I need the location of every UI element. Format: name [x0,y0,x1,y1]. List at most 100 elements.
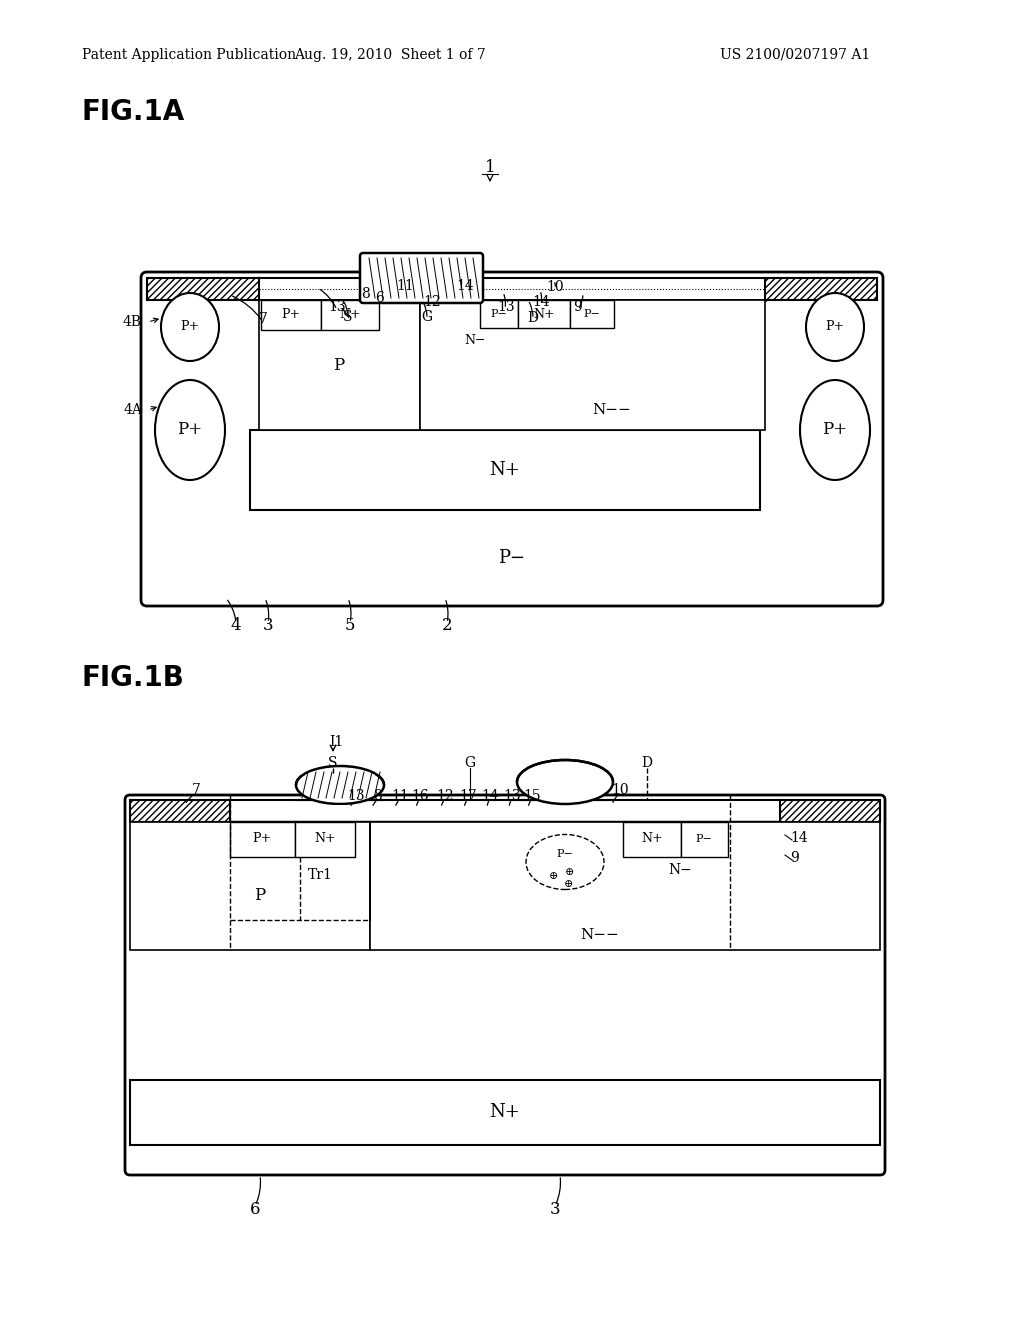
Text: 2: 2 [441,616,453,634]
Text: FIG.1B: FIG.1B [82,664,185,692]
Bar [321,300,379,330]
FancyBboxPatch shape [141,272,883,606]
Text: P: P [334,356,345,374]
Text: FIG.1A: FIG.1A [82,98,185,125]
FancyBboxPatch shape [360,253,483,304]
Text: P+: P+ [822,421,848,438]
Bar [259,300,420,430]
Text: S: S [329,756,338,770]
Text: P: P [254,887,265,903]
Text: 15: 15 [523,789,541,803]
Bar [261,300,321,330]
Ellipse shape [517,760,613,804]
Text: 3: 3 [550,1201,560,1218]
Bar [370,822,880,950]
Text: 13: 13 [328,300,346,314]
Text: 8: 8 [374,789,382,803]
Text: 9: 9 [790,851,799,865]
Text: G: G [465,756,475,770]
Bar [570,300,614,327]
Text: 11: 11 [396,279,414,293]
Text: 13: 13 [503,789,521,803]
Ellipse shape [161,293,219,360]
Text: P−: P− [557,849,573,859]
Text: N+: N+ [339,309,360,322]
Ellipse shape [526,834,604,890]
Text: 3: 3 [263,616,273,634]
Text: 4A: 4A [123,403,142,417]
Ellipse shape [800,380,870,480]
Text: P+: P+ [180,321,200,334]
Bar [518,300,570,327]
Text: P+: P+ [253,833,271,846]
Text: 14: 14 [532,294,550,309]
Text: 6: 6 [376,290,384,305]
Text: 14: 14 [790,832,808,845]
Text: P+: P+ [825,321,845,334]
Ellipse shape [155,380,225,480]
Text: N+: N+ [641,833,663,846]
Text: ⊕: ⊕ [548,871,558,880]
Text: N+: N+ [314,833,336,846]
Text: N+: N+ [489,461,520,479]
Text: S: S [343,310,352,323]
Text: 12: 12 [436,789,454,803]
Bar [130,800,230,822]
Text: N+: N+ [489,1104,520,1121]
Text: 16: 16 [412,789,429,803]
Text: I1: I1 [329,735,343,748]
Text: Aug. 19, 2010  Sheet 1 of 7: Aug. 19, 2010 Sheet 1 of 7 [294,48,485,62]
Text: 7: 7 [259,312,267,326]
Text: P−: P− [584,309,600,319]
Text: Patent Application Publication: Patent Application Publication [82,48,296,62]
Text: P+: P+ [177,421,203,438]
Text: Tr1: Tr1 [307,869,333,882]
Text: US 2100/0207197 A1: US 2100/0207197 A1 [720,48,870,62]
Text: G: G [422,310,432,323]
Text: 12: 12 [423,294,440,309]
Text: 13: 13 [347,789,365,803]
Ellipse shape [296,766,384,804]
Text: ⊕: ⊕ [564,867,573,876]
Text: 4B: 4B [123,315,142,329]
Bar [681,822,728,857]
Text: N−: N− [668,863,692,876]
Text: 14: 14 [481,789,499,803]
Text: 13: 13 [498,300,515,314]
Bar [480,300,518,327]
Bar [765,279,877,300]
FancyBboxPatch shape [125,795,885,1175]
Bar [295,822,355,857]
Text: D: D [527,312,539,325]
Text: 4: 4 [230,616,242,634]
Text: 1: 1 [484,160,496,177]
Bar [780,800,880,822]
Text: N−−: N−− [581,928,620,942]
Text: 14: 14 [456,279,474,293]
Text: N−: N− [464,334,485,346]
Bar [623,822,681,857]
Text: ⊕: ⊕ [563,879,572,888]
Text: 6: 6 [250,1201,260,1218]
Text: 7: 7 [191,783,201,797]
Bar [147,279,259,300]
Text: 10: 10 [546,280,564,294]
Text: 17: 17 [459,789,477,803]
Text: 11: 11 [391,789,409,803]
Bar [130,822,370,950]
Text: D: D [641,756,652,770]
Bar [230,822,295,857]
Text: 9: 9 [573,300,583,314]
Text: P−: P− [499,549,525,568]
Text: N−−: N−− [593,403,632,417]
Ellipse shape [806,293,864,360]
Text: P−: P− [490,309,508,319]
Text: 5: 5 [345,616,355,634]
Bar [250,430,760,510]
Text: P−: P− [695,834,713,843]
Bar [420,300,765,430]
Text: N+: N+ [534,308,555,321]
Text: 8: 8 [360,286,370,301]
Text: 10: 10 [611,783,629,797]
Text: P+: P+ [282,309,301,322]
